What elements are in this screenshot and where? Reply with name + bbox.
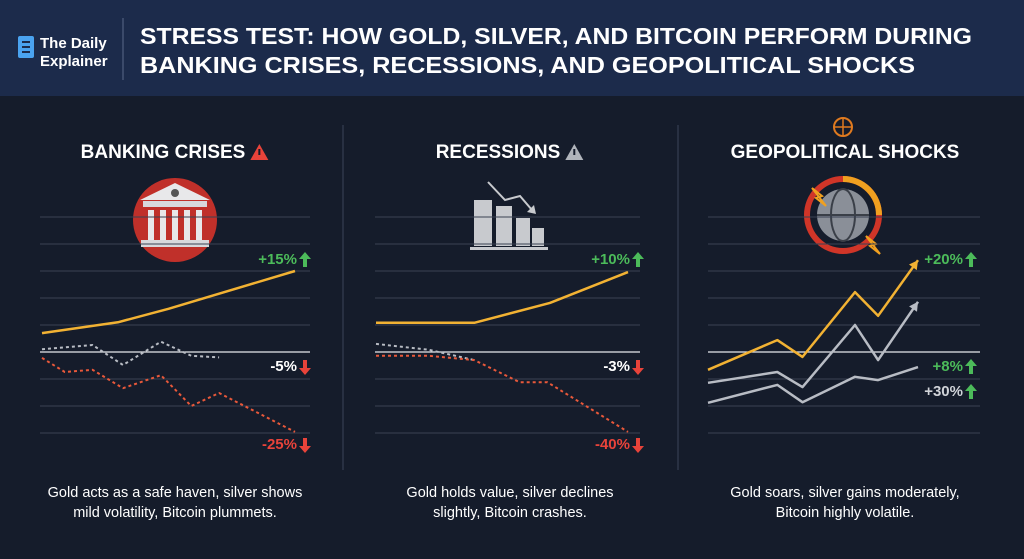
- series-line: [707, 365, 919, 405]
- panel-caption: mild volatility, Bitcoin plummets.: [73, 505, 277, 521]
- trend-arrow: [965, 359, 977, 374]
- trend-arrow: [965, 252, 977, 267]
- trend-arrow: [632, 360, 644, 375]
- end-label: +8%: [933, 358, 963, 375]
- warning-icon: [258, 149, 261, 155]
- series-line: [376, 354, 629, 433]
- line-arrowhead: [909, 301, 918, 312]
- series-line: [41, 357, 296, 433]
- panel-caption: Bitcoin highly volatile.: [776, 505, 915, 521]
- series-line: [41, 340, 220, 366]
- page-title: STRESS TEST: HOW GOLD, SILVER, AND BITCO…: [140, 23, 972, 49]
- series-line: [707, 301, 920, 389]
- end-label: -40%: [595, 436, 630, 453]
- end-label: -3%: [603, 358, 630, 375]
- warning-icon: [573, 149, 576, 155]
- end-label: -25%: [262, 436, 297, 453]
- end-label: +30%: [924, 383, 963, 400]
- end-label: -5%: [270, 358, 297, 375]
- panel-title: BANKING CRISES: [81, 142, 246, 163]
- end-label: +10%: [591, 251, 630, 268]
- trend-arrow: [299, 360, 311, 375]
- series-line: [707, 259, 920, 371]
- panel-title: GEOPOLITICAL SHOCKS: [731, 142, 960, 163]
- series-line: [41, 269, 296, 335]
- globe-icon: [804, 117, 882, 255]
- end-label: +20%: [924, 251, 963, 268]
- logo-icon: [18, 36, 34, 58]
- series-line: [375, 342, 475, 362]
- logo-text: Explainer: [40, 53, 108, 70]
- bank-icon: [133, 178, 217, 262]
- trend-arrow: [299, 438, 311, 453]
- panel-caption: slightly, Bitcoin crashes.: [433, 505, 587, 521]
- panel-title: RECESSIONS: [436, 142, 561, 163]
- panel-caption: Gold soars, silver gains moderately,: [730, 485, 959, 501]
- logo-text: The Daily: [40, 35, 107, 52]
- line-arrowhead: [908, 260, 918, 271]
- trend-arrow: [632, 252, 644, 267]
- panel-caption: Gold acts as a safe haven, silver shows: [48, 485, 303, 501]
- series-line: [376, 270, 629, 325]
- trend-arrow: [965, 384, 977, 399]
- trend-arrow: [299, 252, 311, 267]
- header-band: [0, 0, 1024, 96]
- decline-icon: [470, 181, 548, 250]
- page-title: BANKING CRISES, RECESSIONS, AND GEOPOLIT…: [140, 52, 915, 78]
- trend-arrow: [632, 438, 644, 453]
- panel-caption: Gold holds value, silver declines: [406, 485, 613, 501]
- end-label: +15%: [258, 251, 297, 268]
